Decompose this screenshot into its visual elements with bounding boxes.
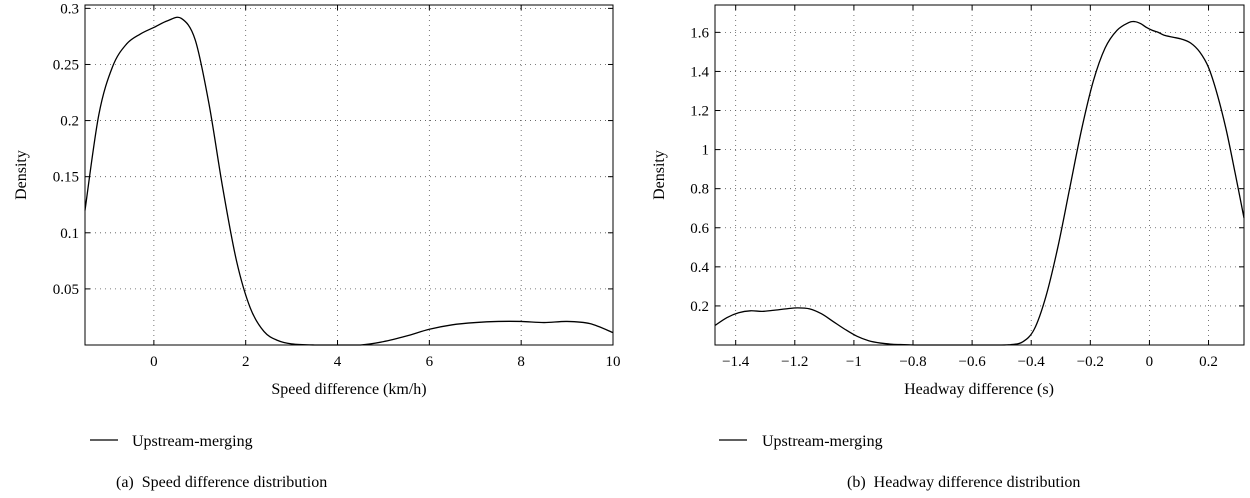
panel-a-x-axis-label: Speed difference (km/h) bbox=[271, 381, 426, 398]
panel-a-x-tick-labels: 0 2 4 6 8 10 bbox=[150, 354, 620, 370]
panel-a-y-tick-labels: 0.05 0.1 0.15 0.2 0.25 0.3 bbox=[53, 1, 79, 298]
y-tick-label: 0.4 bbox=[690, 260, 709, 276]
panel-b-gridlines bbox=[715, 5, 1244, 345]
panel-a-tick-marks bbox=[85, 5, 614, 345]
x-tick-label: 0 bbox=[1146, 354, 1154, 370]
panel-a-caption: (a) Speed difference distribution bbox=[116, 474, 327, 491]
x-tick-label: −0.2 bbox=[1077, 354, 1104, 370]
panel-a-series-line bbox=[84, 16, 614, 346]
x-tick-label: −1.2 bbox=[781, 354, 808, 370]
panel-b: −1.4 −1.2 −1 −0.8 −0.6 −0.4 −0.2 0 0.2 0.2 0.4 0.6… bbox=[651, 4, 1245, 491]
panel-b-y-axis-label: Density bbox=[651, 150, 668, 200]
panel-b-y-tick-labels: 0.2 0.4 0.6 0.8 1 1.2 1.4 1.6 bbox=[690, 25, 709, 315]
x-tick-label: 0.2 bbox=[1199, 354, 1218, 370]
y-tick-label: 0.8 bbox=[690, 182, 709, 198]
x-tick-label: 10 bbox=[606, 354, 621, 370]
y-tick-label: 0.05 bbox=[53, 282, 79, 298]
x-tick-label: −0.8 bbox=[899, 354, 926, 370]
y-tick-label: 1.4 bbox=[690, 64, 709, 80]
panel-b-x-axis-label: Headway difference (s) bbox=[904, 381, 1054, 398]
y-tick-label: 1.6 bbox=[690, 25, 709, 41]
panel-a-plot-area bbox=[84, 4, 614, 346]
panel-a-y-axis-label: Density bbox=[13, 150, 30, 200]
y-tick-label: 1.2 bbox=[690, 104, 709, 120]
panel-b-plot-area bbox=[714, 4, 1245, 346]
panel-b-legend-label: Upstream-merging bbox=[762, 433, 883, 450]
y-tick-label: 0.25 bbox=[53, 57, 79, 73]
panel-a: 0 2 4 6 8 10 0.05 0.1 0.15 0.2 0.25 0.3 Speed diff… bbox=[13, 1, 621, 491]
panel-a-gridlines bbox=[85, 5, 614, 345]
x-tick-label: 8 bbox=[517, 354, 525, 370]
x-tick-label: 2 bbox=[242, 354, 250, 370]
x-tick-label: 0 bbox=[150, 354, 158, 370]
panel-b-tick-marks bbox=[715, 5, 1244, 345]
x-tick-label: −1.4 bbox=[722, 354, 750, 370]
y-tick-label: 1 bbox=[702, 143, 710, 159]
panel-b-caption: (b) Headway difference distribution bbox=[847, 474, 1080, 491]
y-tick-label: 0.1 bbox=[60, 226, 79, 242]
panel-a-legend-label: Upstream-merging bbox=[132, 433, 253, 450]
x-tick-label: 4 bbox=[334, 354, 342, 370]
y-tick-label: 0.2 bbox=[60, 114, 79, 130]
panel-b-x-tick-labels: −1.4 −1.2 −1 −0.8 −0.6 −0.4 −0.2 0 0.2 bbox=[722, 354, 1218, 370]
x-tick-label: −0.4 bbox=[1018, 354, 1046, 370]
y-tick-label: 0.15 bbox=[53, 170, 79, 186]
y-tick-label: 0.3 bbox=[60, 1, 79, 17]
x-tick-label: −1 bbox=[846, 354, 862, 370]
x-tick-label: 6 bbox=[426, 354, 434, 370]
y-tick-label: 0.6 bbox=[690, 221, 709, 237]
y-tick-label: 0.2 bbox=[690, 299, 709, 315]
panel-b-series-line bbox=[714, 20, 1245, 346]
x-tick-label: −0.6 bbox=[959, 354, 987, 370]
